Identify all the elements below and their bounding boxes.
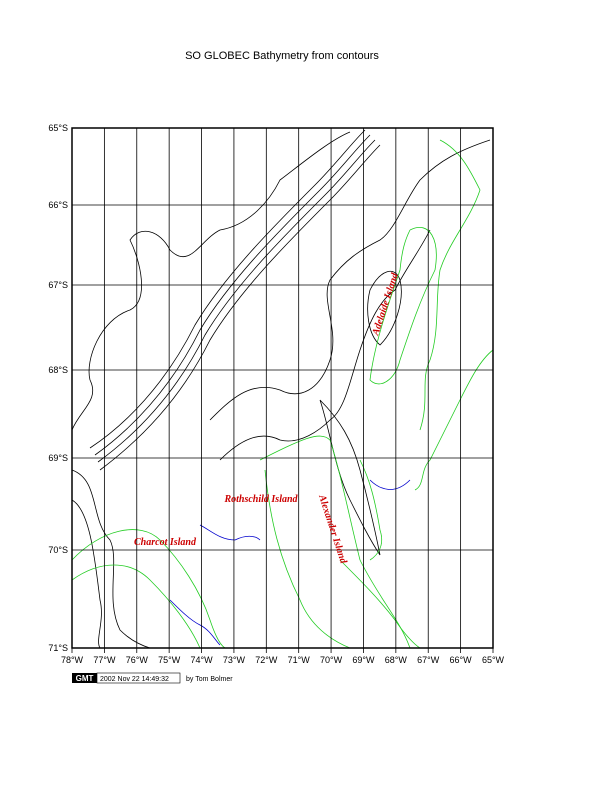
contour — [369, 479, 411, 490]
latitude-label: 71°S — [48, 643, 68, 653]
timestamp-box — [96, 672, 181, 684]
contours — [71, 129, 494, 649]
contour — [359, 459, 383, 561]
gmt-logo-box — [72, 673, 97, 683]
contour — [419, 139, 481, 431]
contour — [209, 139, 491, 421]
longitude-label: 69°W — [352, 655, 375, 665]
longitude-label: 77°W — [93, 655, 116, 665]
longitude-label: 74°W — [190, 655, 213, 665]
latitude-label: 68°S — [48, 365, 68, 375]
longitude-label: 76°W — [126, 655, 149, 665]
longitude-label: 73°W — [223, 655, 246, 665]
map-title: SO GLOBEC Bathymetry from contours — [185, 50, 379, 62]
contour — [97, 139, 376, 463]
latitude-label: 69°S — [48, 453, 68, 463]
latitude-label: 70°S — [48, 545, 68, 555]
longitude-label: 75°W — [158, 655, 181, 665]
contour — [71, 564, 201, 649]
longitude-label: 78°W — [61, 655, 84, 665]
contour — [71, 469, 151, 649]
longitude-label: 71°W — [288, 655, 311, 665]
timestamp: 2002 Nov 22 14:49:32 — [100, 676, 169, 683]
contour — [219, 229, 431, 461]
gmt-logo: GMT — [76, 674, 94, 683]
map-frame — [71, 127, 494, 649]
contour — [99, 144, 381, 471]
contour — [199, 524, 261, 541]
contour — [89, 129, 366, 449]
longitude-label: 68°W — [385, 655, 408, 665]
contour — [339, 559, 421, 649]
contour — [94, 134, 371, 456]
coast — [367, 270, 402, 346]
contour — [71, 529, 226, 649]
contour — [169, 599, 221, 646]
contour — [259, 435, 411, 649]
longitude-label: 72°W — [255, 655, 278, 665]
place-label: Charcot Island — [134, 537, 197, 548]
longitude-label: 70°W — [320, 655, 343, 665]
contour — [414, 349, 494, 491]
contour — [71, 499, 102, 649]
longitude-label: 67°W — [417, 655, 440, 665]
place-label: Rothschild Island — [223, 494, 298, 505]
contour — [369, 227, 437, 385]
credit: by Tom Bolmer — [186, 676, 233, 683]
latitude-label: 67°S — [48, 280, 68, 290]
latitude-label: 65°S — [48, 123, 68, 133]
contour — [264, 469, 351, 649]
latitude-label: 66°S — [48, 200, 68, 210]
longitude-label: 66°W — [450, 655, 473, 665]
longitude-label: 65°W — [482, 655, 505, 665]
